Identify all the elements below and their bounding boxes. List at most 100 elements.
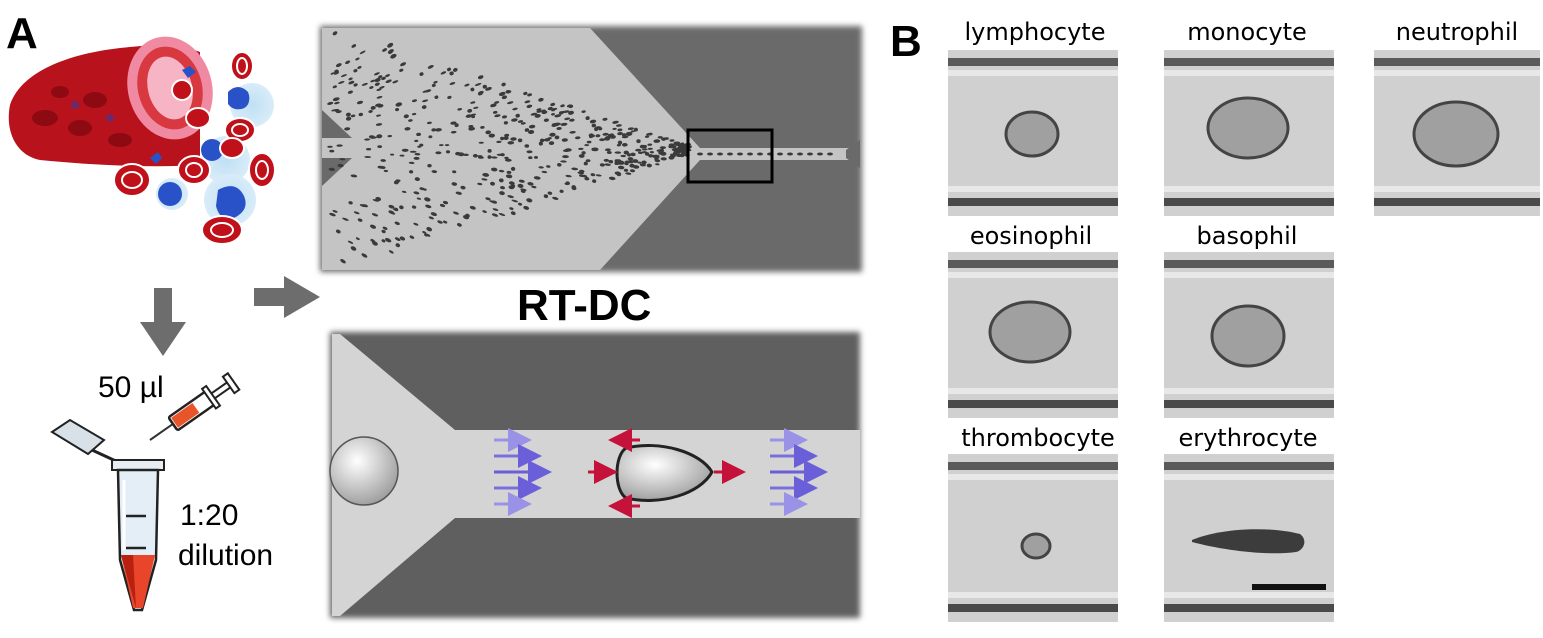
cell-dot xyxy=(395,102,403,107)
cell-dot xyxy=(577,171,584,175)
cell-dot xyxy=(606,150,612,155)
cell-dot xyxy=(378,75,383,79)
flow-arrows-right xyxy=(770,428,828,516)
cell-dot xyxy=(787,152,793,156)
force-arrows xyxy=(588,428,746,518)
cell-dot xyxy=(414,139,419,143)
cell-dot xyxy=(368,135,375,139)
cell-dot xyxy=(385,74,390,78)
channel-schematic xyxy=(329,332,860,618)
cell-dot xyxy=(642,144,647,149)
cell-dot xyxy=(492,208,499,211)
cell-dot xyxy=(467,108,473,113)
cell-dot xyxy=(408,119,413,122)
cell-dot xyxy=(564,117,571,121)
cell-dot xyxy=(356,100,364,105)
cell-dot xyxy=(408,161,415,165)
label-neutrophil: neutrophil xyxy=(1395,18,1519,46)
cell-dot xyxy=(444,144,450,147)
cell-dot xyxy=(546,165,551,168)
cell-dot xyxy=(583,161,588,166)
cell-dot xyxy=(777,152,783,156)
cell-dot xyxy=(456,223,462,227)
cell-dot xyxy=(389,211,396,215)
cell-dot xyxy=(660,151,667,156)
channel-edge xyxy=(1164,388,1334,394)
cell-dot xyxy=(827,152,833,156)
cell-dot xyxy=(551,113,555,116)
cell-dot xyxy=(797,152,803,156)
cell-dot xyxy=(404,127,411,131)
cell-dot xyxy=(435,128,442,132)
cell-dot xyxy=(653,139,661,143)
cell-dot xyxy=(566,104,573,108)
cell-dot xyxy=(491,167,498,172)
tube-icon xyxy=(50,418,165,612)
cell-dot xyxy=(411,112,417,116)
cell-dot xyxy=(453,211,459,215)
label-thrombocyte: thrombocyte xyxy=(961,424,1115,452)
cell-dot xyxy=(612,127,617,130)
channel-edge xyxy=(948,388,1118,394)
cell-dot xyxy=(425,233,431,237)
cell-dot xyxy=(571,186,577,191)
cell-dot xyxy=(543,118,549,122)
cell-dot xyxy=(409,150,417,153)
label-eosinophil: eosinophil xyxy=(969,222,1093,250)
channel-edge xyxy=(948,186,1118,192)
cell-dot xyxy=(390,153,395,156)
cell-dot xyxy=(623,168,629,172)
cell-dot xyxy=(477,182,483,186)
cell-dot xyxy=(364,155,372,159)
cell-dot xyxy=(442,220,448,224)
cell-dot xyxy=(560,122,568,126)
cell-dot xyxy=(413,191,420,195)
cell-dot xyxy=(562,155,569,159)
cell-dot xyxy=(433,80,438,84)
panel-a-letter: A xyxy=(6,9,38,58)
cell-dot xyxy=(332,31,338,36)
cell-dot xyxy=(501,115,508,119)
cell-dot xyxy=(602,117,608,121)
cell-dot xyxy=(585,159,591,163)
cell-dot xyxy=(487,155,492,159)
cell-dot xyxy=(350,174,358,178)
cell-dot xyxy=(362,204,369,208)
cell-dot xyxy=(434,95,439,99)
cell-dot xyxy=(401,190,407,193)
cell-dot xyxy=(578,147,584,151)
cell-dot xyxy=(399,68,404,72)
cell-dot xyxy=(451,182,458,186)
cell-dot xyxy=(561,110,567,114)
cell-dot xyxy=(342,217,349,221)
cell-dot xyxy=(327,101,334,105)
cell-dot xyxy=(469,205,476,210)
cell-dot xyxy=(498,212,506,217)
cell-dot xyxy=(392,80,399,84)
cell-dot xyxy=(421,105,427,110)
cell-dot xyxy=(399,154,405,157)
channel-wall-top xyxy=(1164,260,1334,268)
cell-dot xyxy=(500,186,505,190)
channel-wall-top xyxy=(948,462,1118,470)
cell-dot xyxy=(509,182,515,185)
channel-edge xyxy=(1164,592,1334,598)
cell-dot xyxy=(591,123,596,128)
cell-dot xyxy=(627,160,634,164)
cell-dot xyxy=(385,237,392,243)
label-monocyte: monocyte xyxy=(1187,18,1307,46)
cell-dot xyxy=(569,118,575,122)
cell-dot xyxy=(620,154,626,158)
channel-wall-bottom xyxy=(1374,198,1540,206)
cell-dot xyxy=(370,105,376,110)
cell-dot xyxy=(517,120,524,123)
cell-dot xyxy=(345,112,351,117)
cell-dot xyxy=(361,82,368,86)
cell-dot xyxy=(400,62,407,67)
cell-dot xyxy=(564,182,569,186)
cell-dot xyxy=(584,144,590,147)
cell-dot xyxy=(350,246,357,251)
cell-dot xyxy=(524,100,531,104)
cell-dot xyxy=(629,169,636,173)
cell-dot xyxy=(447,95,452,99)
